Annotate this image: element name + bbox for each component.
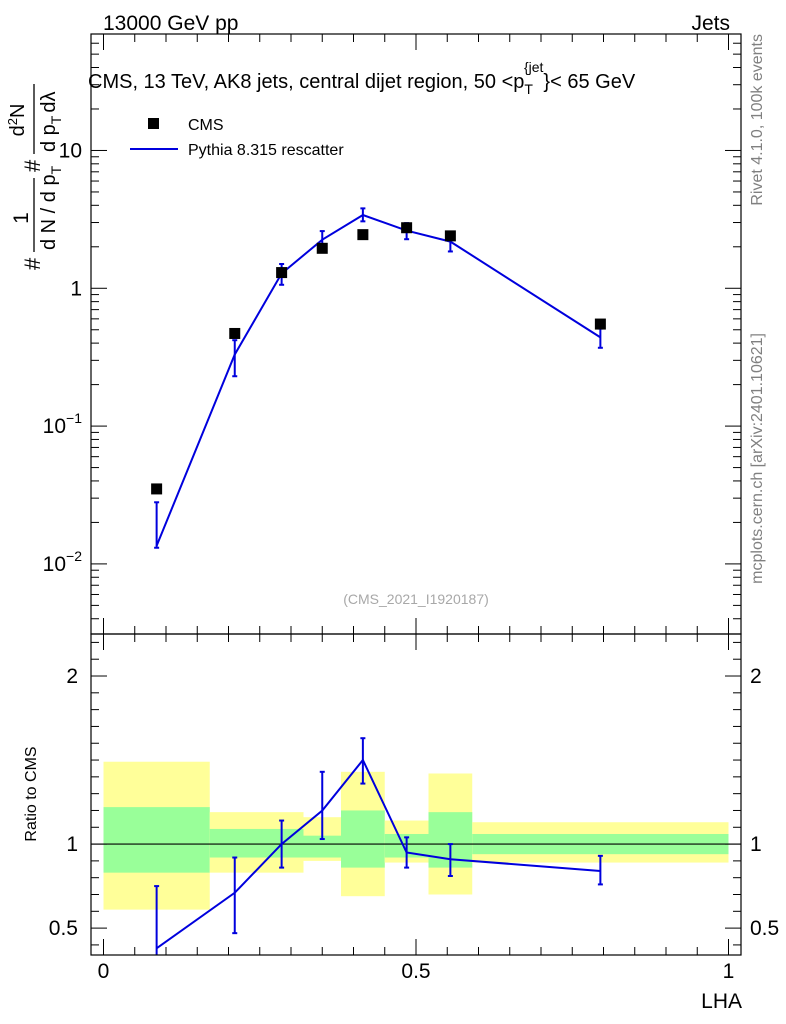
- cms-data-point: [276, 267, 288, 279]
- main-ytick-label: 10−1: [43, 410, 83, 438]
- header-left: 13000 GeV pp: [103, 12, 238, 35]
- main-ylabel: # 1 d N / d pT # d2N d pTdλ: [5, 84, 64, 270]
- ratio-ytick-label-left: 0.5: [49, 917, 78, 940]
- main-title: CMS, 13 TeV, AK8 jets, central dijet reg…: [88, 59, 636, 97]
- main-ytick-label: 10−2: [43, 548, 83, 576]
- ratio-band-inner: [103, 807, 210, 873]
- analysis-watermark: (CMS_2021_I1920187): [343, 591, 489, 607]
- ylabel-num-1: 1: [10, 212, 33, 224]
- main-ytick-label: 1: [70, 277, 82, 300]
- cms-data-point: [444, 230, 456, 242]
- mcplots-credit: mcplots.cern.ch [arXiv:2401.10621]: [749, 333, 766, 584]
- ylabel-num-2: d2N: [5, 104, 29, 137]
- cms-data-point: [401, 222, 413, 234]
- ratio-xtick-label: 0.5: [401, 960, 430, 983]
- cms-data-point: [357, 229, 369, 241]
- ratio-bands-layer: [103, 761, 729, 910]
- ratio-band-inner: [209, 828, 304, 858]
- ratio-ytick-label-right: 2: [750, 665, 762, 688]
- cms-data-point: [594, 318, 606, 330]
- ratio-axes-layer: 0.5 0.5 1 1 2 2 0 0.5 1: [49, 633, 779, 983]
- ratio-ytick-label-left: 2: [66, 665, 78, 688]
- ratio-band-inner: [341, 810, 385, 868]
- cms-data-point: [316, 242, 328, 254]
- main-data-layer: [151, 222, 606, 495]
- main-ytick-label: 10: [59, 139, 82, 162]
- ratio-ytick-label-left: 1: [66, 833, 78, 856]
- ratio-xtick-label: 1: [723, 960, 735, 983]
- ylabel-hash-1: #: [20, 257, 45, 270]
- legend: CMS Pythia 8.315 rescatter: [130, 117, 344, 159]
- ratio-ytick-label-right: 0.5: [750, 917, 779, 940]
- header-right: Jets: [691, 12, 730, 35]
- ratio-xtick-label: 0: [98, 960, 110, 983]
- legend-marker-cms: [148, 118, 159, 129]
- main-watermark-layer: (CMS_2021_I1920187): [343, 591, 489, 607]
- ratio-band-inner: [303, 835, 341, 858]
- ratio-mc-line: [156, 758, 601, 950]
- legend-label-cms: CMS: [188, 117, 224, 134]
- ylabel-den-1: d N / d pT: [38, 165, 64, 250]
- ratio-ylabel: Ratio to CMS: [23, 746, 40, 841]
- main-mc-layer: [154, 207, 603, 549]
- ratio-ytick-label-right: 1: [750, 833, 762, 856]
- cms-data-point: [151, 483, 163, 495]
- ratio-xlabel: LHA: [701, 990, 742, 1013]
- main-axes-layer: 10−2 10−1 1 10: [43, 33, 742, 635]
- legend-label-pythia: Pythia 8.315 rescatter: [188, 142, 344, 159]
- ylabel-hash-2: #: [20, 159, 45, 172]
- rivet-credit: Rivet 4.1.0, 100k events: [749, 34, 766, 206]
- mc-line: [155, 213, 601, 547]
- cms-data-point: [229, 327, 241, 339]
- ratio-mc-layer: [154, 737, 603, 955]
- ylabel-den-2: d pTdλ: [38, 92, 64, 153]
